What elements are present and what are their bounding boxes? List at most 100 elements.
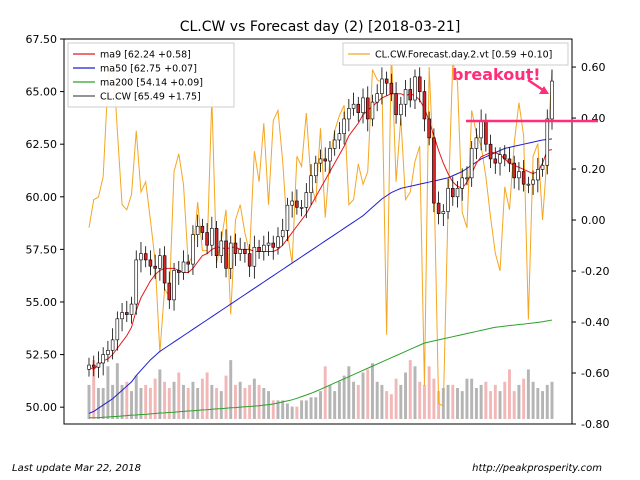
volume-bar xyxy=(215,388,219,419)
candle-body xyxy=(384,78,389,84)
candle xyxy=(266,231,271,256)
candle xyxy=(205,223,209,255)
candle-body xyxy=(493,158,498,164)
candle-body xyxy=(413,76,417,101)
candle xyxy=(365,86,370,132)
volume-bar xyxy=(352,381,356,419)
candle-body xyxy=(280,230,285,238)
volume-bar xyxy=(233,384,237,419)
volume-bar xyxy=(413,366,417,419)
volume-bar xyxy=(389,394,393,419)
candle xyxy=(446,178,450,219)
candle xyxy=(172,263,176,311)
candle xyxy=(224,229,228,278)
volume-bar xyxy=(177,372,181,419)
volume-bar xyxy=(375,381,379,419)
volume-bar xyxy=(526,369,530,419)
candle xyxy=(290,191,294,218)
candle xyxy=(521,159,526,192)
right-tick-label: -0.20 xyxy=(581,265,609,278)
volume-bar xyxy=(470,378,474,419)
volume-bar xyxy=(229,360,233,419)
volume-bar xyxy=(309,397,313,419)
candle xyxy=(488,134,493,168)
volume-bar xyxy=(323,366,327,419)
candle xyxy=(351,92,356,116)
chart-title: CL.CW vs Forecast day (2) [2018-03-21] xyxy=(180,19,461,35)
volume-bar xyxy=(281,400,285,419)
candle xyxy=(342,111,346,145)
candle-body xyxy=(370,101,375,120)
candle-body xyxy=(545,118,550,166)
candle-body xyxy=(134,259,139,305)
candle-body xyxy=(332,139,337,149)
candle xyxy=(403,80,408,117)
candle xyxy=(408,77,413,108)
candle xyxy=(328,141,332,174)
volume-bar xyxy=(238,381,242,419)
candle-body xyxy=(285,204,290,231)
volume-bar xyxy=(271,400,275,419)
candle xyxy=(200,218,205,240)
candle xyxy=(356,96,361,122)
candle-body xyxy=(195,225,200,235)
candle xyxy=(469,141,474,187)
left-tick-label: 52.50 xyxy=(26,349,58,362)
volume-bar xyxy=(304,400,308,419)
candle xyxy=(455,181,460,208)
candle xyxy=(436,191,441,225)
candle xyxy=(115,311,120,351)
candle-body xyxy=(224,240,228,269)
legend-label: CL.CW.Forecast.day.2.vt [0.59 +0.10] xyxy=(375,50,552,61)
candle xyxy=(167,271,172,309)
candle xyxy=(451,176,455,206)
candle-body xyxy=(153,265,157,269)
candle xyxy=(337,122,342,150)
volume-bar xyxy=(465,378,469,419)
volume-bar xyxy=(456,388,459,419)
volume-bar xyxy=(92,360,96,419)
candle-body xyxy=(158,255,162,269)
volume-bar xyxy=(101,388,105,419)
volume-bar xyxy=(493,384,497,419)
candle xyxy=(370,94,375,127)
volume-bar xyxy=(290,406,294,419)
candle-body xyxy=(469,148,474,179)
ma200-line xyxy=(89,319,553,419)
right-tick-label: 0.20 xyxy=(581,163,606,176)
candle-body xyxy=(314,162,318,177)
right-tick-label: 0.40 xyxy=(581,112,606,125)
candle-body xyxy=(356,103,361,113)
candle xyxy=(427,111,431,146)
volume-bar xyxy=(356,384,360,419)
candle-body xyxy=(540,164,545,170)
volume-bar xyxy=(545,384,549,419)
candle xyxy=(498,147,502,176)
candle-body xyxy=(422,91,427,120)
candle xyxy=(517,162,521,191)
candle-body xyxy=(214,228,219,256)
candle xyxy=(143,246,148,268)
candle-body xyxy=(233,242,238,254)
volume-bar xyxy=(115,363,119,419)
candle-body xyxy=(498,154,502,164)
legend-left: ma9 [62.24 +0.58] ma50 [62.75 +0.07] ma200… xyxy=(67,42,235,108)
volume-bar xyxy=(437,391,441,419)
volume-bar xyxy=(295,406,299,419)
candle xyxy=(285,197,290,242)
candle xyxy=(247,244,252,277)
candle-body xyxy=(403,89,408,105)
volume-bar xyxy=(517,384,521,419)
candle xyxy=(139,242,143,273)
right-tick-label: -0.60 xyxy=(581,367,609,380)
volume-bar xyxy=(172,381,176,419)
volume-bar xyxy=(522,378,526,419)
volume-bar xyxy=(200,378,204,419)
candle-body xyxy=(399,103,403,116)
candle xyxy=(465,166,469,186)
candle-body xyxy=(228,242,233,269)
volume-bar xyxy=(508,369,511,419)
candle xyxy=(323,147,327,172)
candle-body xyxy=(243,249,247,254)
candle xyxy=(271,235,276,260)
